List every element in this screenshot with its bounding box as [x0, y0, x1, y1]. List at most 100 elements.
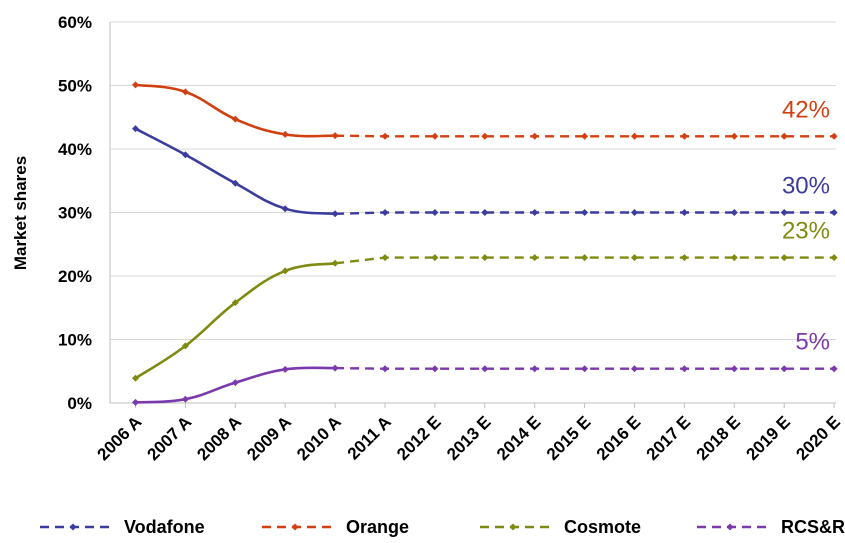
series-line-actual	[134, 127, 336, 216]
data-point-marker	[631, 365, 638, 373]
legend-marker	[726, 523, 734, 531]
data-point-marker	[331, 210, 339, 218]
y-axis-ticks: 0% 10% 20% 30% 40% 50% 60%	[58, 13, 92, 413]
x-tick-label: 2019 E	[742, 412, 794, 464]
x-tick-label: 2017 E	[643, 412, 695, 464]
data-point-marker	[181, 342, 189, 350]
data-point-marker	[531, 132, 539, 140]
x-tick-label: 2009 A	[243, 412, 295, 464]
data-point-marker	[132, 398, 139, 406]
legend-marker	[509, 523, 517, 531]
data-point-marker	[730, 365, 738, 373]
x-tick-label: 2012 E	[393, 412, 445, 464]
x-tick-label: 2006 A	[94, 412, 146, 464]
data-point-marker	[631, 254, 638, 262]
data-point-marker	[531, 254, 539, 262]
data-point-marker	[680, 209, 688, 216]
data-point-marker	[581, 209, 589, 216]
data-point-marker	[730, 209, 738, 216]
y-tick-label: 40%	[58, 140, 92, 159]
legend-label: RCS&RDS	[781, 517, 845, 537]
data-point-marker	[680, 365, 688, 373]
series-line-estimate	[335, 134, 835, 138]
data-point-marker	[481, 254, 489, 262]
end-labels: 30% 42% 23% 5%	[782, 96, 830, 355]
y-axis-title: Market shares	[11, 156, 30, 270]
data-point-marker	[830, 365, 838, 373]
x-tick-label: 2010 A	[293, 412, 345, 464]
x-tick-label: 2014 E	[493, 412, 545, 464]
data-point-marker	[830, 254, 838, 262]
data-point-marker	[181, 88, 189, 96]
legend-item: Cosmote	[480, 517, 641, 537]
series-line-estimate	[335, 211, 835, 215]
series-end-label: 23%	[782, 218, 830, 245]
data-point-marker	[780, 132, 788, 140]
x-tick-label: 2013 E	[443, 412, 495, 464]
axes	[109, 22, 836, 404]
x-tick-label: 2007 A	[143, 412, 195, 464]
series-end-label: 30%	[782, 173, 830, 200]
data-point-marker	[181, 395, 189, 403]
data-point-marker	[381, 209, 389, 216]
series-lines	[132, 81, 838, 406]
data-point-marker	[281, 205, 289, 213]
data-point-marker	[381, 254, 389, 262]
data-point-marker	[780, 365, 788, 373]
data-point-marker	[132, 81, 139, 89]
data-point-marker	[581, 132, 589, 140]
data-point-marker	[531, 365, 539, 373]
x-tick-label: 2020 E	[792, 412, 844, 464]
legend-label: Vodafone	[124, 517, 205, 537]
data-point-marker	[631, 209, 638, 216]
gridlines	[110, 21, 836, 340]
x-tick-label: 2011 A	[344, 412, 395, 463]
data-point-marker	[281, 267, 289, 275]
y-tick-label: 60%	[58, 13, 92, 32]
series-line-estimate	[335, 366, 835, 370]
data-point-marker	[680, 132, 688, 140]
data-point-marker	[431, 132, 439, 140]
data-point-marker	[231, 115, 239, 123]
data-point-marker	[431, 365, 439, 373]
legend-item: Orange	[262, 517, 409, 537]
data-point-marker	[680, 254, 688, 262]
data-point-marker	[231, 379, 239, 387]
data-point-marker	[431, 209, 439, 216]
data-point-marker	[830, 209, 838, 216]
legend-marker	[291, 523, 299, 531]
data-point-marker	[780, 254, 788, 262]
data-point-marker	[780, 209, 788, 216]
data-point-marker	[481, 365, 489, 373]
legend: Vodafone Orange Cosmote RCS&RDS	[40, 517, 845, 537]
data-point-marker	[581, 254, 589, 262]
series-line-actual	[134, 262, 336, 380]
legend-item: Vodafone	[40, 517, 205, 537]
legend-marker	[69, 523, 77, 531]
data-point-marker	[481, 132, 489, 140]
data-point-marker	[730, 132, 738, 140]
data-point-marker	[331, 132, 339, 140]
legend-label: Orange	[346, 517, 409, 537]
data-point-marker	[730, 254, 738, 262]
y-tick-label: 50%	[58, 77, 92, 96]
x-tick-label: 2018 E	[693, 412, 745, 464]
y-tick-label: 20%	[58, 267, 92, 286]
x-tick-label: 2008 A	[193, 412, 245, 464]
data-point-marker	[231, 179, 239, 187]
legend-label: Cosmote	[564, 517, 641, 537]
data-point-marker	[281, 130, 289, 138]
y-tick-label: 10%	[58, 331, 92, 350]
x-tick-label: 2015 E	[543, 412, 595, 464]
series-line-estimate	[334, 256, 835, 265]
data-point-marker	[331, 259, 339, 267]
series-end-label: 42%	[782, 96, 830, 123]
series-line-actual	[135, 83, 336, 138]
legend-item: RCS&RDS	[697, 517, 845, 537]
data-point-marker	[581, 365, 589, 373]
series-end-label: 5%	[795, 329, 830, 356]
x-tick-label: 2016 E	[593, 412, 645, 464]
y-tick-label: 0%	[67, 394, 92, 413]
data-point-marker	[830, 132, 838, 140]
